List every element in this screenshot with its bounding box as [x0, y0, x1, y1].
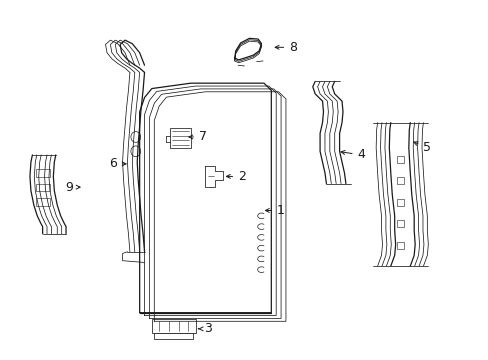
Bar — [36, 184, 50, 192]
Bar — [36, 169, 50, 177]
Bar — [152, 319, 195, 333]
Text: 4: 4 — [340, 148, 365, 161]
Bar — [396, 156, 403, 163]
Bar — [170, 128, 190, 148]
Text: 5: 5 — [413, 141, 430, 154]
Text: 9: 9 — [65, 181, 80, 194]
Text: 6: 6 — [109, 157, 126, 170]
Ellipse shape — [131, 132, 141, 142]
Text: 8: 8 — [275, 41, 297, 54]
Bar — [36, 198, 50, 206]
Bar — [396, 220, 403, 227]
Bar — [396, 177, 403, 184]
Text: 7: 7 — [188, 130, 206, 144]
Ellipse shape — [131, 146, 141, 157]
Text: 2: 2 — [226, 170, 245, 183]
Bar — [396, 199, 403, 206]
Bar — [396, 242, 403, 249]
Bar — [154, 333, 193, 338]
Text: 1: 1 — [265, 204, 285, 217]
Text: 3: 3 — [198, 322, 211, 335]
